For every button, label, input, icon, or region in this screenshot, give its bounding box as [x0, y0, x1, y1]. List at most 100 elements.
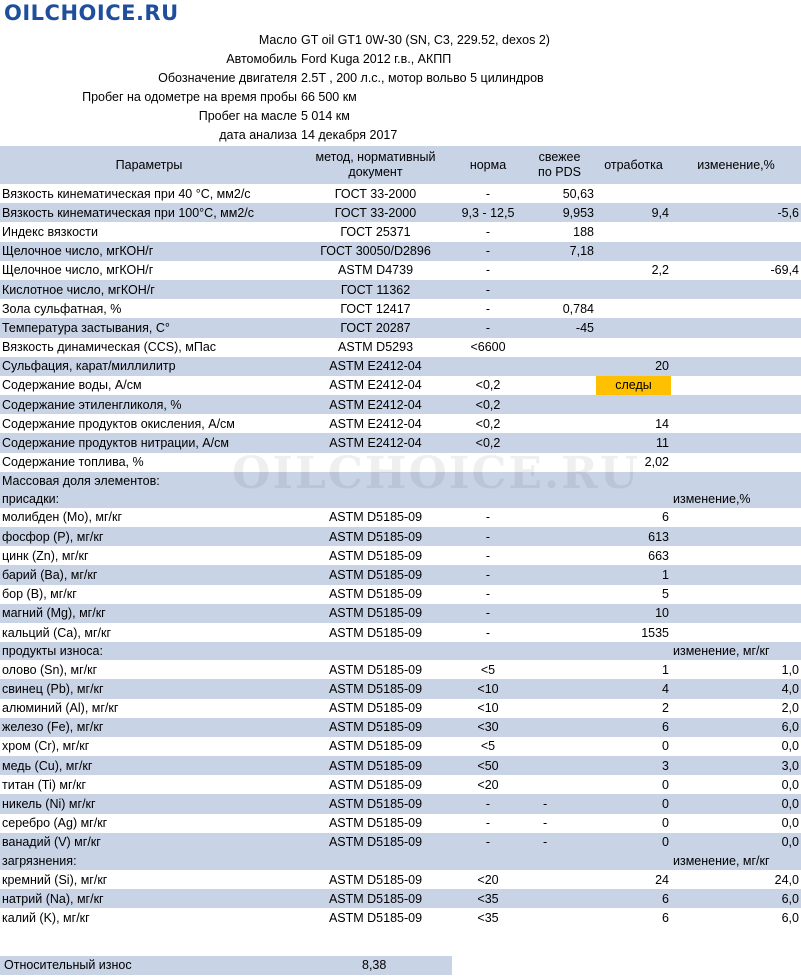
param-cell: Щелочное число, мгКОН/г	[0, 241, 298, 261]
param-cell: магний (Mg), мг/кг	[0, 603, 298, 623]
norm-cell: <0,2	[453, 433, 523, 453]
method-cell: ASTM D5185-09	[298, 717, 453, 737]
change-cell	[671, 222, 801, 241]
norm-cell: -	[453, 565, 523, 585]
fresh-cell	[523, 737, 596, 756]
table-row: Щелочное число, мгКОН/г ГОСТ 30050/D2896-…	[0, 241, 801, 261]
norm-cell: -	[453, 279, 523, 300]
method-cell: ГОСТ 11362	[298, 279, 453, 300]
fresh-cell: -	[543, 816, 548, 831]
param-cell: Сульфация, карат/миллилитр	[0, 356, 298, 376]
mass-title: Массовая доля элементов:	[0, 471, 801, 490]
table-row: бор (B), мг/кг ASTM D5185-09 - 5	[0, 585, 801, 604]
fresh-cell	[523, 623, 596, 642]
change-cell	[671, 527, 801, 547]
change-cell	[671, 603, 801, 623]
param-cell: Содержание топлива, %	[2, 455, 144, 470]
change-cell	[671, 279, 801, 300]
change-cell: 6,0	[671, 717, 801, 737]
table-row: Зола сульфатная, % ГОСТ 12417 - 0,784	[0, 299, 801, 318]
param-cell: барий (Ba), мг/кг	[0, 565, 298, 585]
change-cell	[671, 299, 801, 318]
table-row: Сульфация, карат/миллилитр ASTM E2412-04 2…	[0, 356, 801, 376]
method-cell: ASTM D5185-09	[298, 794, 453, 814]
norm-cell: -	[485, 224, 491, 239]
section-contamination: загрязнения: изменение, мг/кг	[0, 852, 801, 870]
used-cell: 2,2	[651, 263, 669, 278]
change-cell	[671, 565, 801, 585]
method-cell: ASTM D5185-09	[328, 816, 423, 831]
param-cell: бор (B), мг/кг	[2, 587, 77, 602]
norm-cell: -	[453, 794, 523, 814]
used-cell: 663	[648, 548, 669, 563]
used-cell: 0	[662, 777, 669, 792]
change-cell: 24,0	[774, 872, 799, 887]
fresh-cell: -	[523, 794, 596, 814]
table-row: титан (Ti) мг/кг ASTM D5185-09 <20 0 0,0	[0, 775, 801, 794]
param-cell: Индекс вязкости	[2, 224, 98, 239]
method-cell: ASTM D5185-09	[298, 565, 453, 585]
meta-car: Автомобиль Ford Kuga 2012 г.в., АКПП	[0, 50, 801, 69]
change-cell	[671, 184, 801, 203]
param-cell: хром (Cr), мг/кг	[2, 739, 90, 754]
fresh-cell	[523, 908, 596, 927]
fresh-cell: 188	[573, 224, 594, 239]
param-cell: Вязкость динамическая (CCS), мПас	[2, 340, 217, 355]
table-row: медь (Cu), мг/кг ASTM D5185-09 <50 3 3,0	[0, 756, 801, 776]
fresh-cell	[523, 508, 596, 527]
change-cell: -5,6	[671, 203, 801, 223]
contamination-change-header: изменение, мг/кг	[671, 852, 801, 870]
change-cell	[671, 395, 801, 415]
table-row: фосфор (P), мг/кг ASTM D5185-09- 613	[0, 527, 801, 547]
fresh-cell: -45	[523, 318, 596, 338]
meta-value: 2.5T , 200 л.с., мотор вольво 5 цилиндро…	[301, 71, 544, 85]
change-cell	[671, 433, 801, 453]
table-row: кремний (Si), мг/кг ASTM D5185-09 <20 24 24,…	[0, 870, 801, 889]
main-rows: Вязкость кинематическая при 40 °С, мм2/с…	[0, 184, 801, 472]
norm-cell: <6600	[470, 340, 506, 355]
header-fresh: свежее по PDS	[523, 146, 596, 184]
used-cell: 2	[662, 701, 669, 716]
used-cell: 1	[596, 565, 671, 585]
table-header: Параметры метод, нормативный документ нор…	[0, 146, 801, 184]
change-cell	[671, 338, 801, 357]
additives-change-header: изменение,%	[671, 489, 801, 508]
fresh-cell	[523, 453, 596, 472]
fresh-cell	[523, 756, 596, 776]
param-cell: натрий (Na), мг/кг	[0, 889, 298, 909]
change-cell: 0,0	[671, 832, 801, 852]
meta-value: Ford Kuga 2012 г.в., АКПП	[301, 52, 452, 66]
method-cell: ASTM D5185-09	[328, 587, 423, 602]
fresh-cell	[523, 527, 596, 547]
param-cell: свинец (Pb), мг/кг	[0, 679, 298, 699]
header-norm: норма	[453, 146, 523, 184]
norm-cell: -	[453, 603, 523, 623]
used-cell	[596, 184, 671, 203]
param-cell: никель (Ni) мг/кг	[0, 794, 298, 814]
table-row: олово (Sn), мг/кг ASTM D5185-09 <5 1 1,0	[0, 660, 801, 679]
wear-title: продукты износа:	[0, 642, 671, 661]
method-cell: ASTM D5185-09	[298, 756, 453, 776]
change-cell	[671, 546, 801, 565]
used-cell: 0	[662, 816, 669, 831]
param-cell: Кислотное число, мгКОН/г	[0, 279, 298, 300]
norm-cell: <0,2	[475, 416, 501, 431]
used-cell: 3	[596, 756, 671, 776]
table-row: Индекс вязкости ГОСТ 25371 - 188	[0, 222, 801, 241]
meta-engine: Обозначение двигателя 2.5T , 200 л.с., м…	[0, 69, 801, 88]
method-cell: ГОСТ 12417	[340, 301, 411, 316]
param-cell: ванадий (V) мг/кг	[0, 832, 298, 852]
table-row: Вязкость кинематическая при 40 °С, мм2/с…	[0, 184, 801, 203]
param-cell: цинк (Zn), мг/кг	[2, 548, 89, 563]
table-row: Кислотное число, мгКОН/г ГОСТ 11362-	[0, 279, 801, 300]
table-row: Температура застывания, С° ГОСТ 20287- -45	[0, 318, 801, 338]
section-mass: Массовая доля элементов:	[0, 471, 801, 490]
header-used: отработка	[596, 146, 671, 184]
used-cell: 9,4	[596, 203, 671, 223]
used-cell: 14	[655, 416, 669, 431]
norm-cell	[453, 356, 523, 376]
meta-value: 5 014 км	[301, 109, 350, 123]
used-cell: 20	[596, 356, 671, 376]
used-cell: 11	[596, 433, 671, 453]
table-row: барий (Ba), мг/кг ASTM D5185-09- 1	[0, 565, 801, 585]
